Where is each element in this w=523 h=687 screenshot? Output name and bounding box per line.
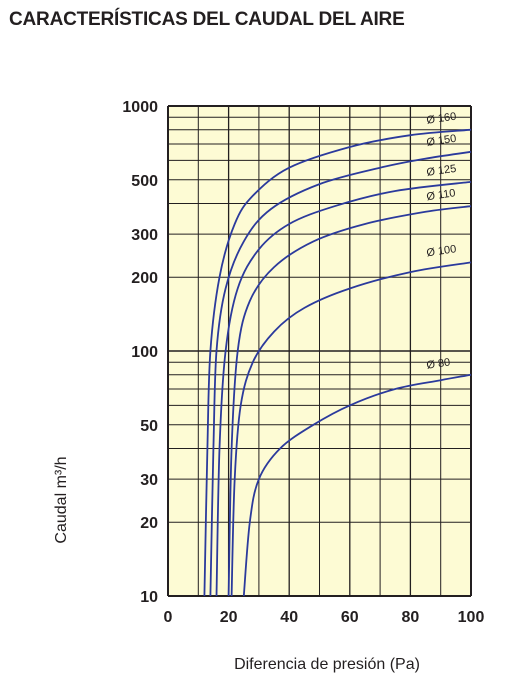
series-label: Ø 110: [426, 187, 457, 203]
x-axis-label: Diferencia de presión (Pa): [234, 656, 420, 673]
y-tick-label: 200: [131, 270, 158, 287]
y-tick-label: 30: [140, 472, 158, 489]
series-line: [203, 128, 472, 597]
page-title: CARACTERÍSTICAS DEL CAUDAL DEL AIRE: [9, 9, 405, 30]
series-line: [227, 205, 472, 597]
series-label: Ø 160: [426, 111, 457, 127]
y-tick-label: 300: [131, 227, 158, 244]
y-axis-label: Caudal m³/h: [53, 456, 70, 543]
series-curves: [203, 128, 472, 597]
y-tick-label: 50: [140, 418, 158, 435]
x-tick-label: 20: [220, 609, 238, 626]
x-tick-labels: 0 20 40 60 80 100: [164, 609, 485, 626]
series-line: [215, 181, 472, 597]
y-tick-labels: 10 20 30 50 100 200 300 500 1000: [122, 99, 158, 606]
series-line: [209, 150, 472, 597]
y-tick-label: 20: [140, 515, 158, 532]
series-label: Ø 100: [426, 243, 457, 259]
series-label: Ø 80: [426, 357, 451, 372]
grid-lines: [167, 105, 472, 597]
series-labels: Ø 160 Ø 150 Ø 125 Ø 110 Ø 100 Ø 80: [426, 111, 457, 372]
y-tick-label: 10: [140, 589, 158, 606]
x-tick-label: 0: [164, 609, 173, 626]
y-tick-label: 500: [131, 173, 158, 190]
series-line: [242, 373, 472, 597]
y-tick-label: 100: [131, 344, 158, 361]
x-tick-label: 40: [280, 609, 298, 626]
y-tick-label: 1000: [122, 99, 158, 116]
series-line: [230, 261, 472, 597]
series-label: Ø 125: [426, 163, 457, 179]
x-tick-label: 100: [458, 609, 485, 626]
series-label: Ø 150: [426, 133, 457, 149]
x-tick-label: 60: [341, 609, 359, 626]
x-tick-label: 80: [402, 609, 420, 626]
